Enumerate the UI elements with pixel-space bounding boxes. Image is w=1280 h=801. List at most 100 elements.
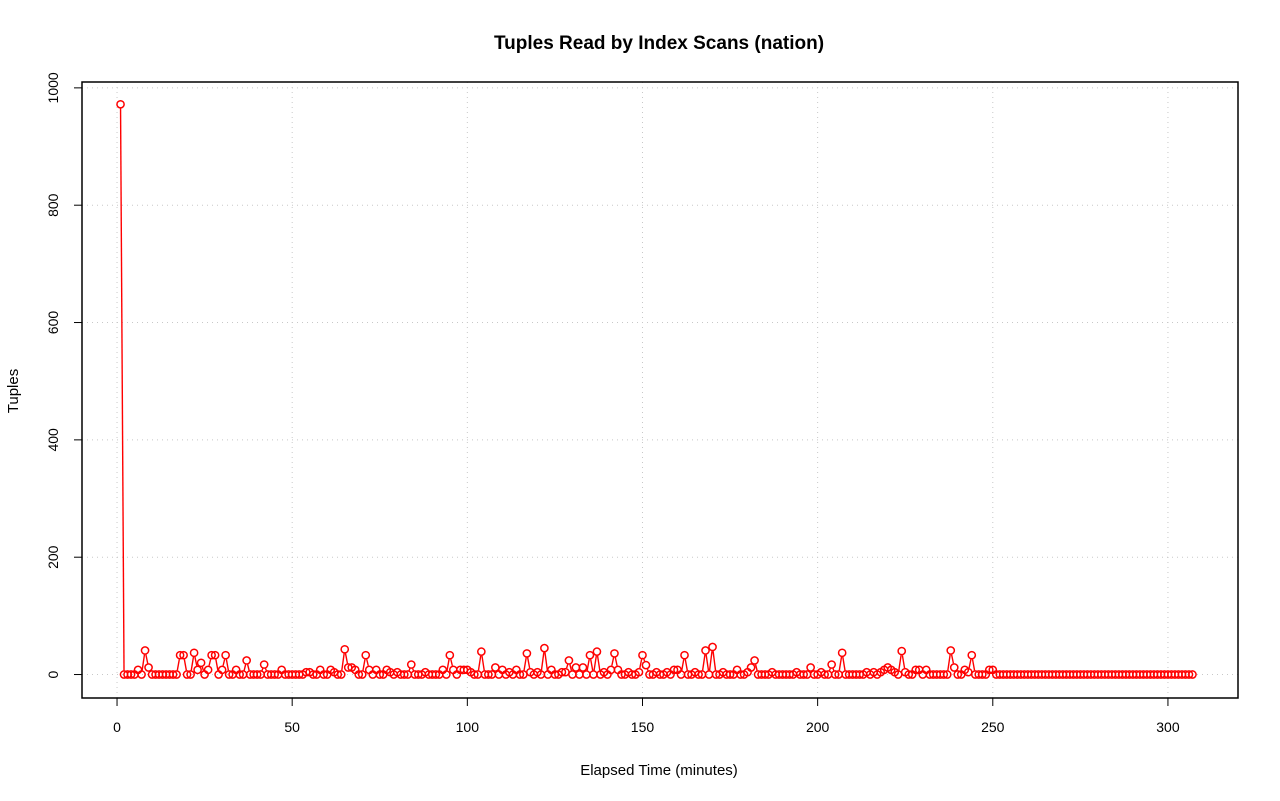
series-lines — [119, 108, 976, 671]
series-line-segment — [832, 668, 835, 671]
data-point — [217, 665, 227, 675]
series-line-segment — [611, 657, 615, 666]
series-line-segment — [261, 668, 264, 671]
series-line-segment — [586, 659, 590, 671]
data-point — [578, 663, 588, 672]
data-point — [942, 670, 952, 679]
series-line-segment — [344, 653, 349, 664]
data-point — [399, 670, 409, 679]
series-points — [116, 99, 1197, 679]
data-point — [540, 643, 549, 653]
data-point — [340, 644, 350, 654]
series-line-segment — [243, 664, 247, 671]
series-line-segment — [646, 668, 649, 671]
data-point — [210, 650, 220, 660]
data-point — [897, 646, 907, 656]
series-line-segment — [540, 652, 545, 671]
data-point — [984, 665, 994, 675]
data-point — [270, 670, 280, 679]
data-point — [116, 99, 125, 109]
data-point — [242, 656, 251, 665]
data-point — [1188, 670, 1197, 679]
series-line-segment — [705, 654, 710, 671]
series-line-segment — [215, 659, 219, 671]
series-line-segment — [898, 655, 902, 671]
chart-title: Tuples Read by Index Scans (nation) — [494, 33, 824, 54]
y-tick-label: 800 — [45, 193, 61, 217]
data-point — [977, 670, 987, 679]
series-line-segment — [119, 108, 125, 671]
x-axis: 0 50 100 150 200 250 300 — [113, 698, 1180, 735]
y-axis: 0 200 400 600 800 1000 — [45, 72, 82, 678]
series-line-segment — [145, 654, 149, 664]
series-line-segment — [446, 659, 450, 671]
data-point — [827, 660, 836, 669]
series-line-segment — [643, 658, 646, 662]
data-point — [806, 663, 815, 672]
data-point — [259, 660, 269, 669]
data-point — [172, 670, 181, 679]
data-point — [575, 670, 584, 679]
data-point — [708, 642, 717, 652]
data-point — [357, 670, 367, 679]
series-line-segment — [681, 659, 685, 671]
data-point — [235, 670, 244, 679]
data-point — [126, 670, 136, 679]
data-point — [207, 650, 216, 660]
series-line-segment — [225, 659, 230, 671]
series-line-segment — [947, 654, 951, 671]
series-line-segment — [201, 666, 205, 671]
data-point — [308, 670, 318, 679]
series-line-segment — [684, 659, 688, 671]
data-point — [186, 670, 195, 679]
gridlines — [82, 82, 1238, 698]
data-point — [361, 650, 371, 660]
data-point — [476, 647, 486, 657]
series-line-segment — [901, 655, 906, 669]
x-tick-label: 0 — [113, 719, 121, 735]
series-line-segment — [222, 659, 226, 666]
x-axis-title: Elapsed Time (minutes) — [580, 762, 738, 779]
data-point — [469, 670, 479, 679]
series-line-segment — [589, 659, 594, 671]
series-line-segment — [408, 668, 411, 671]
series-line-segment — [341, 653, 345, 671]
x-tick-label: 300 — [1156, 719, 1180, 735]
data-point — [949, 663, 959, 672]
series-line-segment — [708, 651, 713, 671]
series-line-segment — [971, 659, 976, 671]
data-point — [354, 670, 364, 679]
series-line-segment — [596, 655, 601, 671]
data-point — [168, 670, 178, 679]
series-line-segment — [523, 657, 527, 671]
series-line-segment — [828, 668, 831, 671]
series-line-segment — [614, 657, 618, 666]
series-line-segment — [450, 659, 454, 666]
data-point — [175, 650, 185, 660]
series-line-segment — [246, 664, 250, 671]
series-line-segment — [176, 659, 181, 671]
data-point — [582, 670, 591, 679]
data-point — [946, 646, 956, 655]
data-point — [837, 648, 847, 658]
data-point — [252, 670, 262, 679]
data-point — [746, 663, 756, 672]
series-line-segment — [208, 659, 212, 666]
data-point — [830, 670, 840, 679]
series-line-segment — [968, 659, 972, 669]
series-line-segment — [141, 654, 146, 671]
data-point — [179, 650, 188, 660]
data-point — [333, 670, 343, 679]
data-point — [589, 670, 598, 679]
data-point — [182, 670, 192, 679]
data-point — [641, 660, 651, 670]
y-tick-label: 200 — [45, 545, 61, 569]
series-line-segment — [477, 655, 482, 671]
data-point — [515, 670, 525, 679]
data-point — [484, 670, 493, 679]
series-line-segment — [754, 664, 758, 671]
data-point — [203, 665, 213, 675]
data-point — [445, 650, 455, 660]
data-point — [669, 665, 679, 675]
series-line-segment — [412, 668, 415, 671]
